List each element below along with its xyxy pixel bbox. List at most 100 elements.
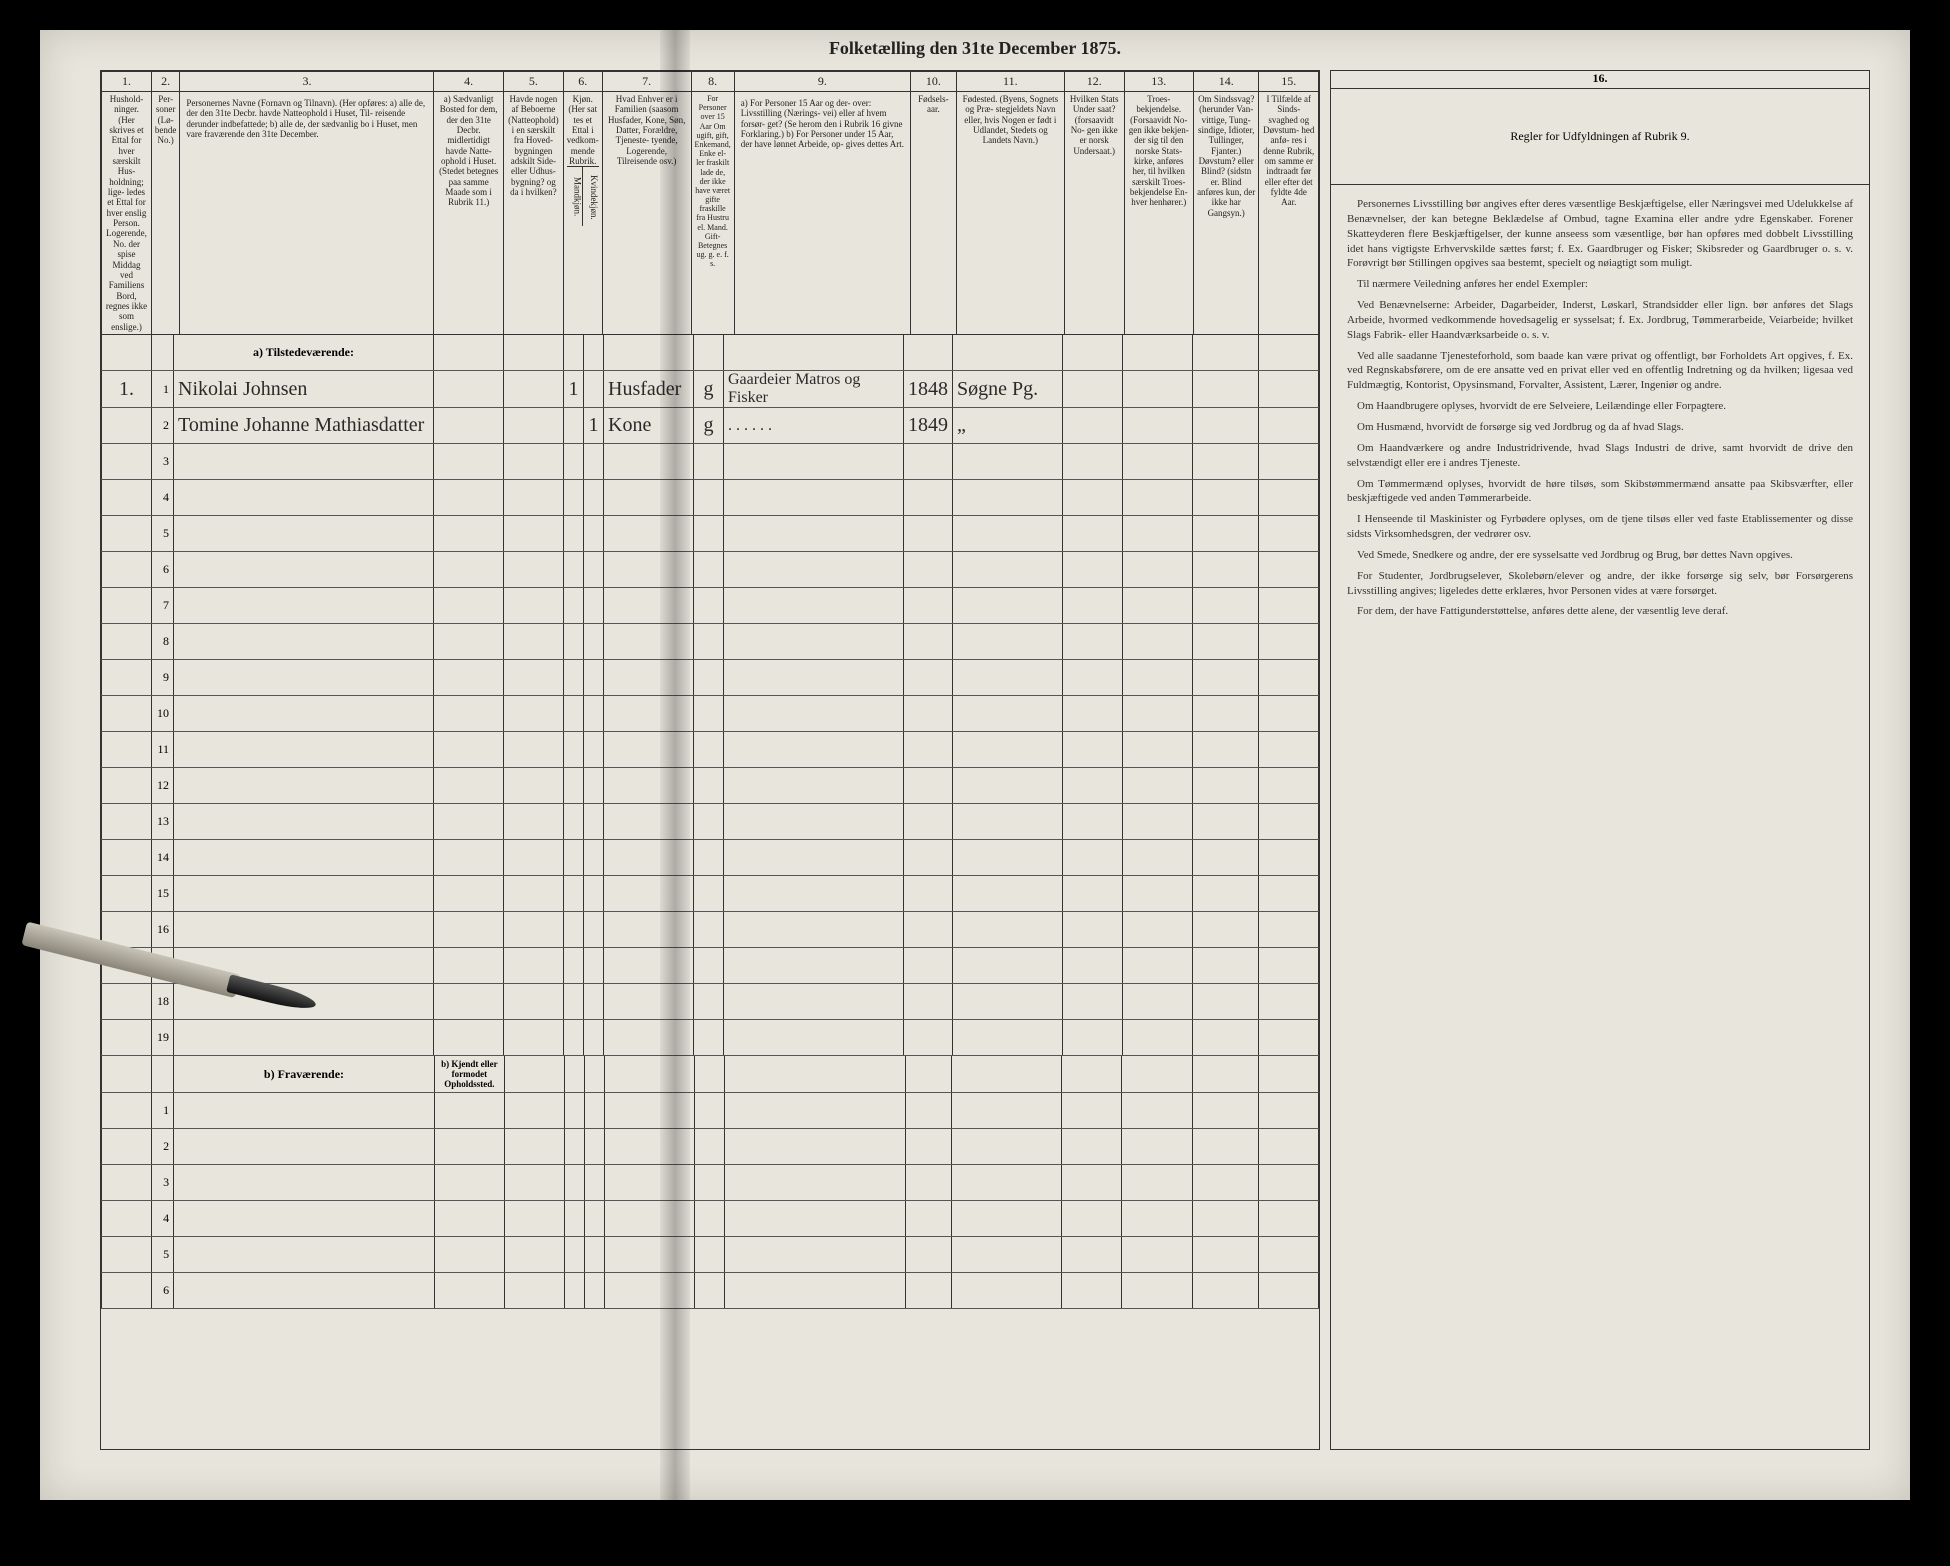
cell (905, 1164, 951, 1200)
cell (1193, 371, 1259, 408)
table-row: 10 (102, 696, 1319, 732)
cell (904, 948, 953, 984)
cell (605, 1272, 695, 1308)
cell (434, 588, 504, 624)
cell (434, 804, 504, 840)
cell (174, 1164, 435, 1200)
cell (604, 948, 694, 984)
cell (724, 624, 904, 660)
cell (1123, 660, 1193, 696)
cell (1063, 876, 1123, 912)
cell (694, 696, 724, 732)
cell (174, 660, 434, 696)
cell (174, 1200, 435, 1236)
cell (1259, 552, 1319, 588)
table-row: 2 (102, 1128, 1319, 1164)
cell (953, 732, 1063, 768)
cell (953, 552, 1063, 588)
cell (564, 444, 584, 480)
cell (904, 444, 953, 480)
rules-paragraph: Ved Benævnelserne: Arbeider, Dagarbeider… (1347, 298, 1853, 343)
cell (1259, 444, 1319, 480)
cell: Tomine Johanne Mathiasdatter (174, 408, 434, 444)
cell (102, 768, 152, 804)
cell: 1 (564, 371, 584, 408)
cell (565, 1092, 585, 1128)
cell (694, 588, 724, 624)
cell (724, 768, 904, 804)
cell (694, 984, 724, 1020)
cell (953, 984, 1063, 1020)
cell (584, 552, 604, 588)
cell (102, 840, 152, 876)
colnum-13: 13. (1124, 72, 1193, 92)
cell (504, 804, 564, 840)
colnum-2: 2. (151, 72, 179, 92)
cell (1259, 768, 1319, 804)
table-row: 1.1Nikolai Johnsen1HusfadergGaardeier Ma… (102, 371, 1319, 408)
cell (1259, 624, 1319, 660)
cell (1193, 876, 1259, 912)
cell (585, 1200, 605, 1236)
cell (695, 1128, 725, 1164)
cell (1193, 840, 1259, 876)
cell (905, 1092, 951, 1128)
table-row: 4 (102, 480, 1319, 516)
cell (564, 732, 584, 768)
cell (604, 444, 694, 480)
ledger-table-container: 1. 2. 3. 4. 5. 6. 7. 8. 9. 10. 11. 12. 1… (100, 70, 1320, 1450)
cell: 1 (152, 1092, 174, 1128)
cell (434, 624, 504, 660)
cell (952, 1272, 1062, 1308)
cell (1123, 948, 1193, 984)
colnum-15: 15. (1259, 72, 1319, 92)
colnum-5: 5. (503, 72, 563, 92)
cell (1193, 1020, 1259, 1056)
colnum-16: 16. (1331, 71, 1869, 89)
cell (564, 696, 584, 732)
table-row: 4 (102, 1200, 1319, 1236)
cell (604, 696, 694, 732)
cell (953, 768, 1063, 804)
cell (102, 552, 152, 588)
cell (174, 876, 434, 912)
cell (605, 1236, 695, 1272)
cell (1062, 1164, 1122, 1200)
cell (504, 696, 564, 732)
cell: 17 (152, 948, 174, 984)
cell (1192, 1236, 1258, 1272)
cell (1123, 552, 1193, 588)
cell (953, 1020, 1063, 1056)
cell (584, 804, 604, 840)
col6-sub2: Kvindekjøn. (583, 167, 599, 226)
cell (564, 588, 584, 624)
cell (904, 984, 953, 1020)
cell (504, 444, 564, 480)
cell (504, 1128, 564, 1164)
table-row: 2Tomine Johanne Mathiasdatter1Koneg. . .… (102, 408, 1319, 444)
cell (1192, 1092, 1258, 1128)
table-row: 13 (102, 804, 1319, 840)
colnum-12: 12. (1064, 72, 1124, 92)
cell (434, 516, 504, 552)
table-row: 8 (102, 624, 1319, 660)
coldesc-14: Om Sindssvag? (herunder Van- vittige, Tu… (1193, 92, 1258, 335)
table-row: 5 (102, 1236, 1319, 1272)
cell (904, 768, 953, 804)
cell (694, 480, 724, 516)
cell (504, 408, 564, 444)
cell (504, 1200, 564, 1236)
cell (604, 804, 694, 840)
cell (1122, 1236, 1192, 1272)
cell (1062, 1200, 1122, 1236)
cell (604, 516, 694, 552)
cell: 19 (152, 1020, 174, 1056)
cell (504, 1272, 564, 1308)
cell (174, 948, 434, 984)
cell (694, 444, 724, 480)
cell (504, 876, 564, 912)
cell (1063, 588, 1123, 624)
cell (694, 840, 724, 876)
section-a-label: a) Tilstedeværende: (174, 335, 434, 371)
cell (695, 1092, 725, 1128)
